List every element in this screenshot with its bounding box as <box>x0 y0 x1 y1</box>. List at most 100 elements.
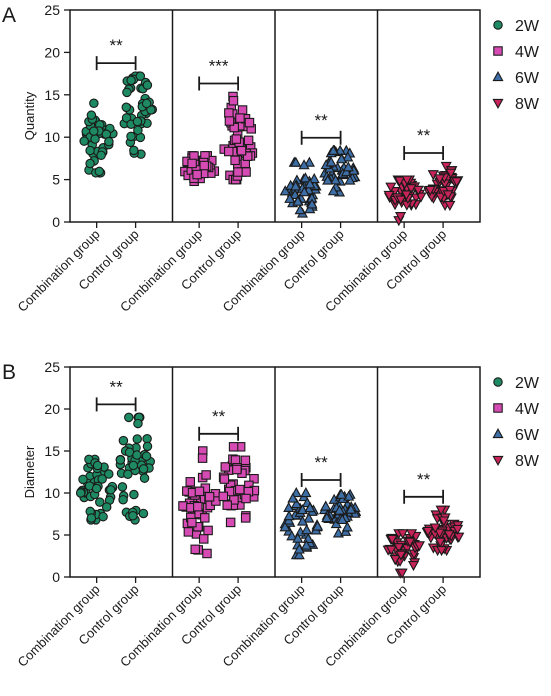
data-point <box>224 486 235 497</box>
data-point <box>308 173 320 184</box>
data-point <box>202 548 212 559</box>
data-point <box>341 521 353 532</box>
significance-label: *** <box>209 56 229 75</box>
data-point <box>453 532 465 543</box>
data-point <box>300 487 312 498</box>
data-point <box>405 184 417 195</box>
data-point <box>325 156 337 167</box>
data-point <box>292 532 304 543</box>
data-point <box>394 176 406 187</box>
data-point <box>306 198 318 209</box>
data-point <box>442 190 454 201</box>
data-point <box>241 493 251 504</box>
data-point <box>312 520 324 531</box>
data-point <box>327 185 339 196</box>
data-point <box>190 544 200 555</box>
data-point <box>224 146 234 157</box>
data-point <box>97 474 107 484</box>
data-point <box>284 192 296 203</box>
data-point <box>141 451 152 461</box>
data-point <box>422 526 434 537</box>
data-point <box>197 453 208 463</box>
panel-label: B <box>2 361 16 384</box>
data-point <box>435 505 447 516</box>
legend-label: 8W <box>515 96 540 113</box>
data-point <box>299 172 311 183</box>
data-point <box>133 125 143 136</box>
data-point <box>142 80 153 90</box>
legend: 2W 4W 6W 8W <box>492 18 540 113</box>
data-point <box>235 113 245 123</box>
data-point <box>194 486 205 497</box>
data-point <box>122 87 132 98</box>
data-point <box>335 488 347 499</box>
data-point <box>133 418 143 429</box>
data-point <box>183 527 194 537</box>
y-tick-label: 20 <box>44 401 60 417</box>
legend: 2W 4W 6W 8W <box>492 375 540 470</box>
data-point <box>138 464 149 474</box>
data-point <box>302 532 314 544</box>
panel-label: A <box>2 4 16 27</box>
significance-label: ** <box>110 377 124 396</box>
data-point <box>397 529 409 540</box>
data-point <box>187 517 197 528</box>
data-point <box>243 135 254 146</box>
data-point <box>342 151 354 162</box>
data-point <box>242 151 253 161</box>
legend-label: 6W <box>515 427 540 444</box>
data-point <box>204 492 215 502</box>
data-point <box>320 500 332 511</box>
data-point <box>292 195 304 206</box>
data-point <box>86 110 97 120</box>
legend-label: 4W <box>515 401 540 418</box>
data-point <box>407 560 420 572</box>
data-point <box>187 158 197 169</box>
data-point <box>126 131 136 142</box>
data-point <box>303 512 315 523</box>
data-point <box>438 516 450 527</box>
y-axis-label: Quantity <box>22 91 37 140</box>
data-point <box>298 159 310 170</box>
data-point <box>332 527 344 538</box>
data-point <box>436 545 448 557</box>
data-point <box>240 513 251 523</box>
data-point <box>400 190 412 201</box>
data-point <box>96 150 106 161</box>
legend-label: 2W <box>515 18 540 35</box>
data-point <box>203 525 213 536</box>
data-point <box>395 550 407 561</box>
data-point <box>327 144 339 155</box>
data-point <box>401 175 413 186</box>
data-point <box>443 530 455 541</box>
data-point <box>228 95 239 106</box>
data-point <box>126 75 136 86</box>
data-point <box>132 116 143 127</box>
data-point <box>235 484 245 495</box>
data-point <box>249 473 259 484</box>
y-axis-label: Diameter <box>22 445 37 498</box>
data-point <box>132 450 142 460</box>
y-tick-label: 25 <box>44 359 60 375</box>
data-point <box>129 145 139 156</box>
data-point <box>232 464 242 475</box>
y-tick-label: 15 <box>44 443 60 459</box>
y-tick-label: 20 <box>44 44 60 60</box>
data-point <box>201 470 211 480</box>
data-point <box>236 145 247 156</box>
data-point <box>344 174 356 185</box>
data-point <box>90 134 100 144</box>
data-point <box>115 455 126 465</box>
significance-label: ** <box>315 453 329 472</box>
data-point <box>89 126 99 136</box>
data-point <box>386 534 398 545</box>
legend-label: 4W <box>515 44 540 61</box>
significance-label: ** <box>212 407 226 426</box>
data-point <box>451 177 463 188</box>
data-point <box>128 460 139 471</box>
data-point <box>301 524 313 535</box>
data-point <box>283 510 295 521</box>
